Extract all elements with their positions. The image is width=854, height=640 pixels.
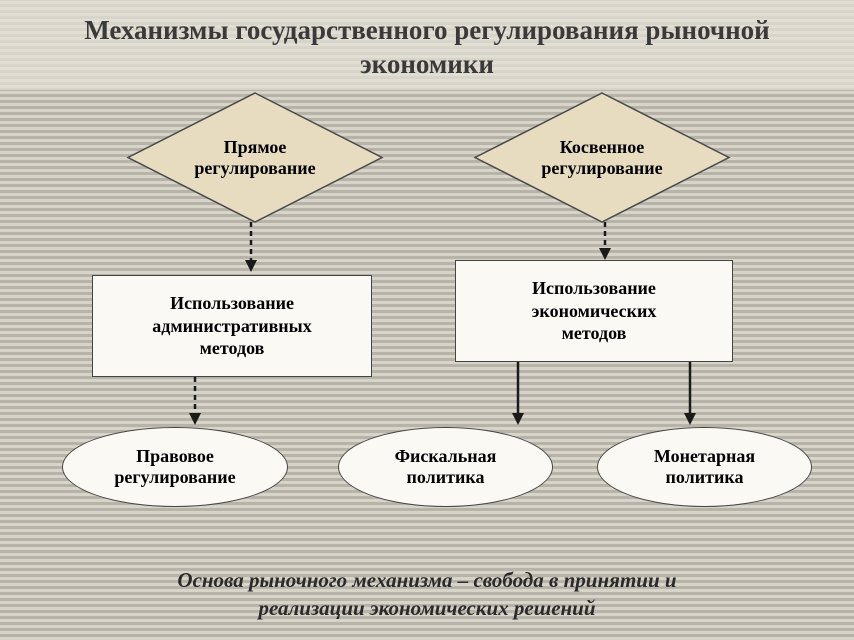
footer-text: Основа рыночного механизма – свобода в п… (0, 567, 854, 622)
diamond-left-line2: регулирование (194, 158, 315, 178)
rect-right-line1: Использование (532, 278, 656, 298)
ellipse-legal-regulation: Правовоерегулирование (62, 427, 288, 507)
arrow-1 (595, 222, 615, 260)
ell1-line1: Правовое (136, 446, 214, 466)
rect-admin-methods: Использование административныхметодов (92, 275, 372, 377)
ellipse-monetary-policy: Монетарнаяполитика (597, 427, 812, 507)
rect-left-line2: административных (152, 316, 311, 336)
rect-left-line3: методов (200, 338, 265, 358)
ellipse-fiscal-policy: Фискальнаяполитика (338, 427, 553, 507)
diamond-right-line1: Косвенное (560, 137, 645, 157)
ell3-line1: Монетарная (654, 446, 755, 466)
page-title: Механизмы государственного регулирования… (0, 0, 854, 90)
arrow-4 (680, 362, 700, 425)
diamond-left-line1: Прямое (224, 137, 287, 157)
diamond-direct-regulation: Прямоерегулирование (125, 90, 385, 225)
ell2-line2: политика (407, 467, 485, 487)
rect-economic-methods: Использование экономическихметодов (455, 260, 733, 362)
rect-right-line2: экономических (532, 301, 657, 321)
ell1-line2: регулирование (114, 467, 235, 487)
diamond-right-line2: регулирование (541, 158, 662, 178)
ell3-line2: политика (666, 467, 744, 487)
rect-right-line3: методов (562, 323, 627, 343)
ell2-line1: Фискальная (395, 446, 497, 466)
arrow-2 (185, 377, 205, 425)
footer-line1: Основа рыночного механизма – свобода в п… (177, 568, 676, 592)
diamond-indirect-regulation: Косвенноерегулирование (472, 90, 732, 225)
arrow-0 (241, 222, 261, 272)
arrow-3 (508, 362, 528, 425)
rect-left-line1: Использование (170, 293, 294, 313)
footer-line2: реализации экономических решений (258, 596, 595, 620)
